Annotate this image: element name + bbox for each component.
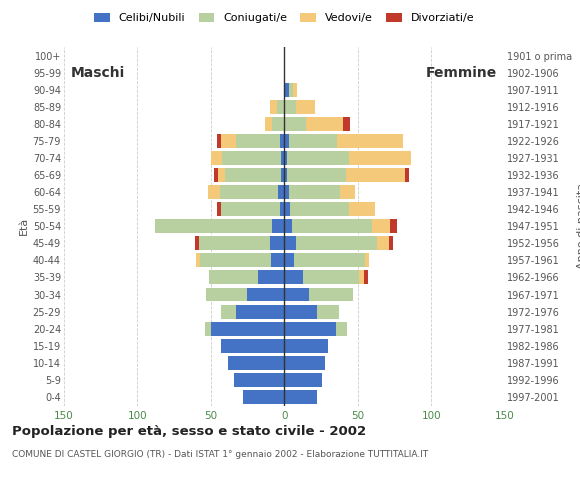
- Text: Femmine: Femmine: [426, 66, 497, 80]
- Bar: [336, 322, 347, 336]
- Bar: [289, 83, 293, 97]
- Bar: [303, 271, 359, 285]
- Bar: [372, 219, 390, 233]
- Y-axis label: Anno di nascita: Anno di nascita: [577, 183, 580, 269]
- Bar: [364, 271, 368, 285]
- Bar: [349, 151, 411, 165]
- Bar: [273, 219, 284, 233]
- Bar: [284, 271, 303, 285]
- Bar: [221, 304, 235, 319]
- Bar: [235, 134, 280, 148]
- Bar: [226, 168, 281, 182]
- Bar: [287, 151, 349, 165]
- Bar: [223, 151, 281, 165]
- Bar: [280, 134, 284, 148]
- Bar: [359, 271, 364, 285]
- Bar: [280, 203, 284, 216]
- Bar: [205, 322, 211, 336]
- Bar: [277, 100, 284, 114]
- Bar: [284, 372, 322, 387]
- Bar: [278, 185, 284, 199]
- Bar: [248, 288, 284, 301]
- Bar: [221, 203, 280, 216]
- Bar: [194, 237, 199, 251]
- Bar: [343, 117, 350, 131]
- Bar: [284, 117, 306, 131]
- Bar: [211, 322, 284, 336]
- Bar: [199, 237, 270, 251]
- Bar: [284, 134, 289, 148]
- Bar: [377, 237, 389, 251]
- Bar: [284, 100, 296, 114]
- Bar: [296, 237, 377, 251]
- Bar: [221, 134, 235, 148]
- Bar: [289, 134, 337, 148]
- Bar: [234, 372, 284, 387]
- Bar: [284, 253, 295, 267]
- Bar: [349, 203, 375, 216]
- Bar: [209, 271, 258, 285]
- Text: Maschi: Maschi: [71, 66, 125, 80]
- Bar: [346, 168, 405, 182]
- Bar: [284, 304, 317, 319]
- Bar: [155, 219, 273, 233]
- Bar: [220, 185, 278, 199]
- Bar: [284, 322, 336, 336]
- Bar: [258, 271, 284, 285]
- Bar: [295, 253, 365, 267]
- Bar: [284, 168, 287, 182]
- Bar: [309, 288, 353, 301]
- Bar: [208, 185, 220, 199]
- Text: COMUNE DI CASTEL GIORGIO (TR) - Dati ISTAT 1° gennaio 2002 - Elaborazione TUTTIT: COMUNE DI CASTEL GIORGIO (TR) - Dati IST…: [12, 450, 428, 459]
- Bar: [293, 83, 298, 97]
- Y-axis label: Età: Età: [19, 217, 28, 236]
- Bar: [196, 253, 201, 267]
- Bar: [284, 219, 292, 233]
- Bar: [317, 304, 339, 319]
- Text: Popolazione per età, sesso e stato civile - 2002: Popolazione per età, sesso e stato civil…: [12, 425, 366, 438]
- Bar: [284, 83, 289, 97]
- Bar: [221, 338, 284, 353]
- Bar: [206, 288, 248, 301]
- Bar: [216, 134, 221, 148]
- Bar: [284, 356, 325, 370]
- Bar: [265, 117, 273, 131]
- Bar: [281, 168, 284, 182]
- Legend: Celibi/Nubili, Coniugati/e, Vedovi/e, Divorziati/e: Celibi/Nubili, Coniugati/e, Vedovi/e, Di…: [94, 13, 474, 23]
- Bar: [216, 203, 221, 216]
- Bar: [284, 203, 290, 216]
- Bar: [284, 390, 317, 404]
- Bar: [290, 203, 349, 216]
- Bar: [284, 151, 287, 165]
- Bar: [273, 117, 284, 131]
- Bar: [229, 356, 284, 370]
- Bar: [296, 100, 315, 114]
- Bar: [243, 390, 284, 404]
- Bar: [284, 338, 328, 353]
- Bar: [289, 185, 340, 199]
- Bar: [213, 168, 218, 182]
- Bar: [340, 185, 355, 199]
- Bar: [405, 168, 409, 182]
- Bar: [211, 151, 223, 165]
- Bar: [201, 253, 271, 267]
- Bar: [390, 219, 397, 233]
- Bar: [270, 100, 277, 114]
- Bar: [284, 288, 309, 301]
- Bar: [284, 237, 296, 251]
- Bar: [218, 168, 226, 182]
- Bar: [235, 304, 284, 319]
- Bar: [270, 237, 284, 251]
- Bar: [292, 219, 372, 233]
- Bar: [389, 237, 393, 251]
- Bar: [284, 185, 289, 199]
- Bar: [271, 253, 284, 267]
- Bar: [287, 168, 346, 182]
- Bar: [281, 151, 284, 165]
- Bar: [337, 134, 403, 148]
- Bar: [306, 117, 343, 131]
- Bar: [365, 253, 369, 267]
